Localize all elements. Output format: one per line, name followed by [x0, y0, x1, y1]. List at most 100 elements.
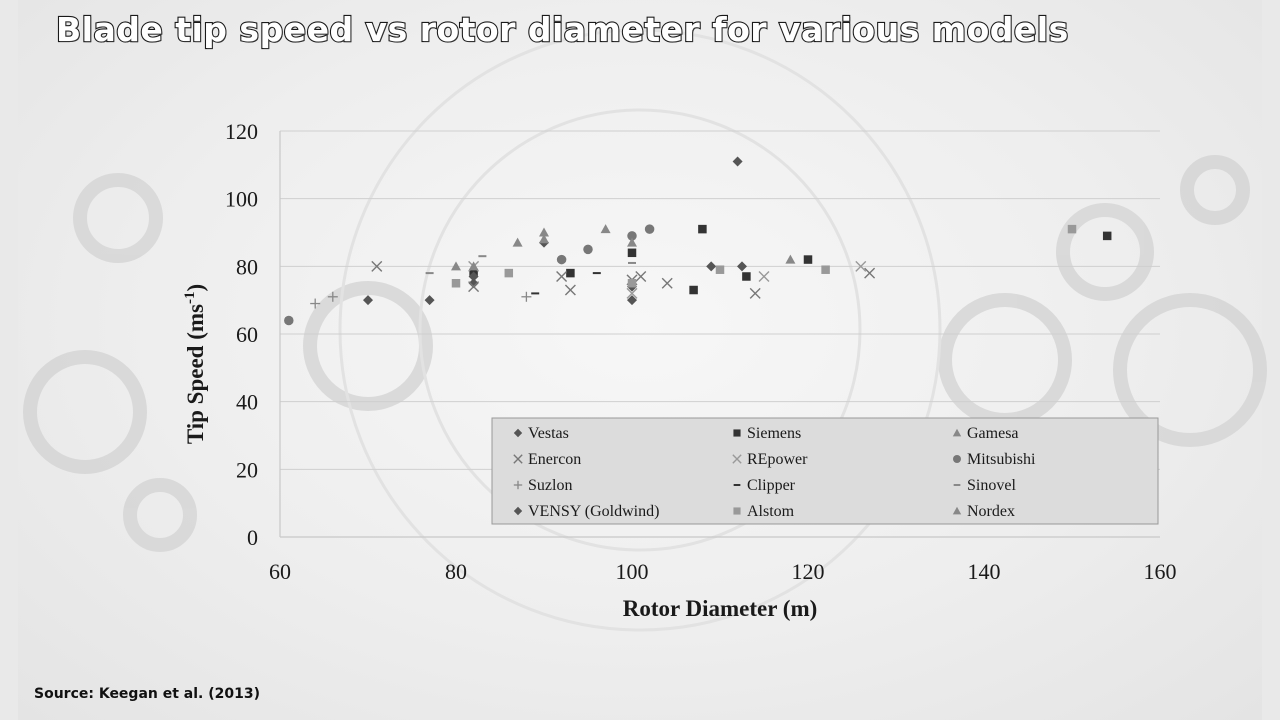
- x-tick-label: 160: [1144, 559, 1177, 584]
- data-point-gamesa: [451, 261, 461, 271]
- data-point-vestas: [737, 261, 747, 272]
- data-point-gamesa: [539, 227, 549, 237]
- data-point-alstom: [504, 268, 514, 278]
- data-point-enercon: [564, 284, 576, 296]
- y-tick-label: 120: [225, 119, 258, 144]
- data-point-vestas: [627, 295, 637, 306]
- x-tick-label: 140: [968, 559, 1001, 584]
- data-point-alstom: [821, 265, 830, 274]
- x-axis-title: Rotor Diameter (m): [623, 596, 818, 621]
- data-point-vestas: [424, 295, 435, 306]
- y-axis-title: Tip Speed (ms-1): [182, 284, 208, 444]
- data-point-repower: [626, 287, 638, 299]
- data-point-vensy-goldwind: [468, 271, 479, 282]
- y-tick-label: 60: [236, 322, 258, 347]
- data-point-nordex: [539, 234, 549, 244]
- legend-marker: [513, 454, 523, 464]
- legend-label: Suzlon: [528, 477, 572, 494]
- data-point-enercon: [371, 260, 383, 272]
- data-point-repower: [758, 270, 770, 282]
- data-point-repower: [855, 260, 867, 272]
- legend-marker: [733, 429, 741, 437]
- legend: Vestas Siemens Gamesa Enercon REpower Mitsubi…: [491, 417, 1159, 525]
- y-tick-label: 40: [236, 390, 258, 415]
- gear-icon: [123, 478, 197, 552]
- legend-marker: [952, 428, 962, 437]
- tick-labels: 0 20 40 60 80 100 120 60 80 100 120 140 160: [225, 119, 1177, 584]
- data-point-mitsubishi: [583, 244, 593, 255]
- data-point-gamesa: [785, 254, 796, 264]
- legend-label: REpower: [747, 451, 808, 468]
- legend-label: Nordex: [967, 503, 1015, 520]
- data-point-siemens: [689, 285, 698, 295]
- data-point-gamesa: [512, 237, 523, 247]
- legend-label: Alstom: [747, 503, 795, 520]
- axes: [279, 131, 1160, 538]
- data-point-vestas: [732, 156, 743, 167]
- data-point-alstom: [627, 279, 637, 288]
- legend-label: Enercon: [528, 451, 581, 468]
- slide-title: Blade tip speed vs rotor diameter for va…: [55, 9, 1069, 50]
- legend-marker: [513, 480, 523, 490]
- data-point-siemens: [566, 268, 575, 278]
- x-tick-label: 100: [616, 559, 649, 584]
- y-tick-label: 80: [236, 254, 258, 279]
- data-point-siemens: [698, 224, 707, 234]
- data-point-alstom: [451, 279, 461, 288]
- legend-marker: [513, 506, 523, 516]
- data-point-vestas: [468, 278, 479, 289]
- data-point-siemens: [803, 255, 813, 264]
- gear-icon: [1056, 203, 1154, 301]
- x-tick-label: 120: [792, 559, 825, 584]
- legend-label: Mitsubishi: [967, 451, 1036, 468]
- gear-icon: [303, 281, 433, 411]
- data-point-alstom: [1067, 224, 1077, 234]
- data-point-siemens: [1102, 231, 1112, 241]
- data-point-enercon: [635, 270, 647, 282]
- legend-marker: [952, 506, 962, 515]
- data-point-mitsubishi: [284, 315, 294, 326]
- y-tick-label: 20: [236, 457, 258, 482]
- data-point-siemens: [742, 272, 751, 281]
- legend-marker: [513, 428, 523, 438]
- data-point-vestas: [363, 295, 373, 306]
- slide-background: [18, 0, 1262, 720]
- data-point-vestas: [706, 261, 717, 272]
- data-point-gamesa: [600, 224, 611, 234]
- gear-icon: [1180, 155, 1250, 225]
- legend-label: Clipper: [747, 477, 796, 494]
- data-point-enercon: [661, 277, 673, 289]
- data-point-mitsubishi: [556, 254, 567, 265]
- gear-icon: [73, 173, 163, 263]
- data-point-nordex: [468, 261, 479, 271]
- legend-label: Vestas: [528, 425, 569, 442]
- data-point-alstom: [715, 265, 725, 274]
- legend-label: Gamesa: [967, 425, 1019, 442]
- legend-label: VENSY (Goldwind): [528, 503, 659, 520]
- legend-marker: [733, 507, 741, 515]
- data-point-enercon: [749, 287, 761, 299]
- data-point-siemens: [627, 248, 637, 258]
- data-point-enercon: [556, 270, 568, 282]
- x-tick-label: 60: [269, 559, 291, 584]
- data-point-suzlon: [310, 298, 321, 309]
- y-tick-label: 0: [247, 525, 258, 550]
- data-point-nordex: [627, 237, 637, 247]
- y-tick-label: 100: [225, 187, 258, 212]
- data-point-suzlon: [327, 291, 338, 302]
- legend-label: Sinovel: [967, 477, 1016, 494]
- data-point-enercon: [864, 267, 876, 279]
- x-tick-label: 80: [445, 559, 467, 584]
- data-point-suzlon: [521, 291, 532, 302]
- source-citation: Source: Keegan et al. (2013): [34, 686, 261, 702]
- legend-marker: [953, 455, 961, 463]
- legend-label: Siemens: [747, 425, 801, 442]
- data-point-mitsubishi: [627, 231, 637, 241]
- data-point-enercon: [468, 281, 480, 293]
- gear-icon: [1113, 293, 1267, 447]
- gear-icon: [23, 350, 147, 474]
- legend-marker: [732, 454, 742, 464]
- legend-box: [491, 417, 1159, 525]
